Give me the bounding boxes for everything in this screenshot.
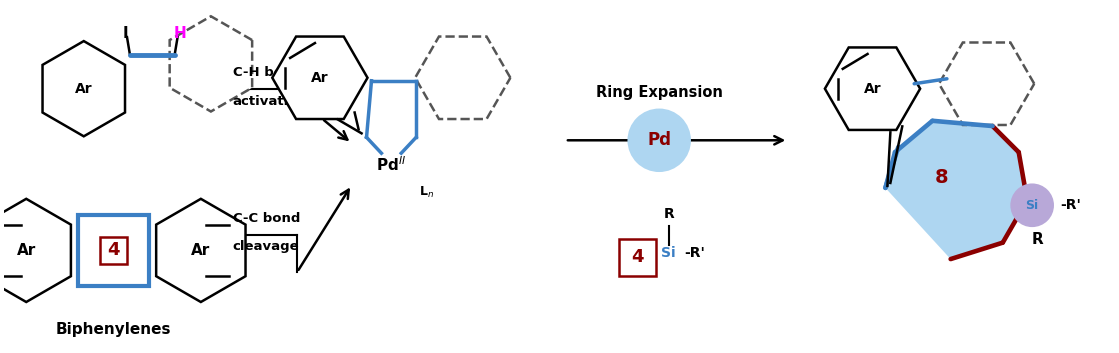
- Text: C-C bond: C-C bond: [233, 211, 300, 225]
- Polygon shape: [939, 42, 1034, 125]
- Polygon shape: [43, 41, 125, 136]
- Text: activation: activation: [233, 95, 308, 108]
- Polygon shape: [78, 215, 149, 286]
- Text: Biphenylenes: Biphenylenes: [56, 322, 171, 337]
- Text: Ar: Ar: [17, 243, 36, 258]
- Text: 4: 4: [631, 249, 643, 267]
- Polygon shape: [0, 199, 70, 302]
- Circle shape: [628, 108, 690, 172]
- Text: 4: 4: [107, 241, 120, 259]
- Text: Ar: Ar: [191, 243, 210, 258]
- Text: C-H bond: C-H bond: [233, 66, 301, 79]
- Text: -R': -R': [684, 246, 705, 261]
- Text: Ar: Ar: [864, 82, 882, 96]
- Polygon shape: [272, 37, 367, 119]
- FancyBboxPatch shape: [619, 239, 656, 276]
- Text: Ar: Ar: [311, 71, 329, 85]
- Polygon shape: [825, 47, 920, 130]
- Text: Ring Expansion: Ring Expansion: [595, 85, 723, 100]
- Text: R: R: [1032, 233, 1043, 247]
- Text: Pd$^{II}$: Pd$^{II}$: [376, 156, 406, 174]
- Polygon shape: [415, 37, 510, 119]
- Text: -R': -R': [1060, 198, 1081, 212]
- Text: H: H: [173, 26, 186, 41]
- Text: 8: 8: [935, 168, 949, 187]
- Text: L$_n$: L$_n$: [420, 185, 434, 201]
- Text: R: R: [664, 207, 675, 221]
- Text: Si: Si: [661, 246, 676, 261]
- Polygon shape: [885, 121, 1027, 259]
- Polygon shape: [157, 199, 245, 302]
- Text: cleavage: cleavage: [233, 240, 299, 253]
- Text: Ar: Ar: [75, 82, 93, 96]
- Circle shape: [1010, 184, 1054, 227]
- Polygon shape: [170, 16, 252, 112]
- Text: I: I: [122, 26, 128, 41]
- Text: Si: Si: [1026, 199, 1038, 212]
- Text: Pd: Pd: [647, 131, 671, 149]
